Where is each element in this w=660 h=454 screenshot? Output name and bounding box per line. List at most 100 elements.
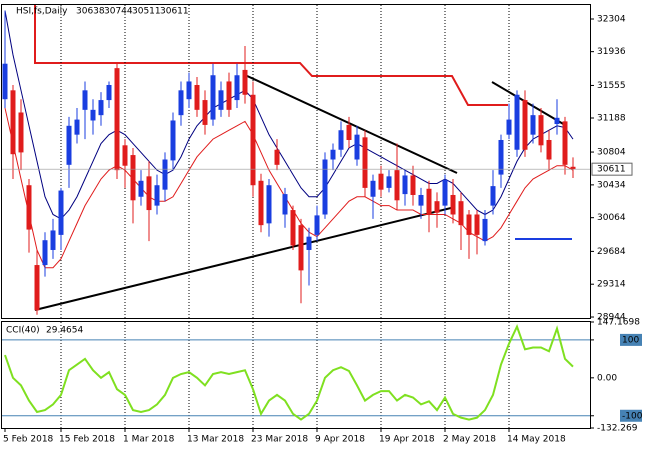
candle-body	[314, 215, 320, 235]
candle-body	[58, 190, 64, 235]
current-price-box	[591, 162, 633, 176]
candle-body	[530, 115, 536, 135]
candle-body	[442, 179, 448, 206]
x-tick-label: 2 May 2018	[443, 435, 496, 445]
candle-body	[34, 265, 40, 311]
candle-body	[434, 201, 440, 213]
price-panel-frame	[1, 4, 591, 319]
candle-body	[458, 201, 464, 226]
x-tick-label: 13 Mar 2018	[187, 435, 244, 445]
ohlc-open: 30638	[76, 7, 105, 17]
moving-average	[4, 10, 574, 220]
candle-body	[114, 68, 120, 171]
y-tick-label: 100	[622, 335, 639, 345]
y-tick-label: -132.269	[597, 424, 638, 434]
candle-body	[154, 185, 160, 206]
x-tick-label: 15 Feb 2018	[59, 435, 115, 445]
candle-body	[522, 100, 528, 150]
trendline	[491, 81, 566, 126]
y-tick-label: 0.00	[597, 373, 617, 383]
ohlc-close: 30611	[160, 7, 189, 17]
candle-body	[466, 214, 472, 235]
candle-body	[418, 194, 424, 206]
candle-body	[250, 94, 256, 186]
y-tick-label: 31936	[597, 47, 626, 57]
candle-body	[346, 124, 352, 140]
trendline	[244, 74, 458, 174]
candle-body	[226, 81, 232, 110]
candle-body	[546, 139, 552, 160]
candle-body	[338, 130, 344, 150]
ohlc-low: 30511	[132, 7, 161, 17]
candle-body	[26, 185, 32, 230]
candle-body	[50, 230, 56, 250]
candle-body	[410, 175, 416, 195]
candle-body	[570, 166, 576, 170]
candle-body	[354, 134, 360, 160]
candle-body	[98, 100, 104, 116]
candle-body	[106, 85, 112, 101]
resistance-line	[34, 5, 508, 106]
candle-body	[138, 180, 144, 197]
y-tick-label: 29314	[597, 280, 626, 290]
y-tick-label: 30804	[597, 148, 626, 158]
trendline	[34, 206, 456, 311]
candle-body	[554, 117, 560, 125]
candle-body	[450, 194, 456, 215]
candle-body	[538, 115, 544, 146]
candle-body	[498, 139, 504, 175]
candle-body	[386, 176, 392, 188]
y-tick-label: 31555	[597, 81, 626, 91]
candle-body	[10, 90, 16, 155]
candle-body	[42, 240, 48, 266]
candle-body	[194, 85, 200, 110]
candle-body	[242, 69, 248, 95]
candle-body	[362, 137, 368, 188]
candle-body	[218, 90, 224, 110]
ohlc-high: 30744	[104, 7, 133, 17]
y-tick-label: 31188	[597, 113, 626, 123]
candle-body	[370, 180, 376, 197]
candle-body	[562, 121, 568, 165]
candle-body	[394, 170, 400, 201]
x-tick-label: 14 May 2018	[507, 435, 566, 445]
level-label-box	[620, 409, 642, 422]
candle-body	[306, 236, 312, 250]
candle-body	[2, 63, 8, 100]
candle-body	[66, 125, 72, 165]
candle-body	[130, 155, 136, 201]
candle-body	[122, 145, 128, 166]
candle-body	[178, 90, 184, 116]
x-tick-label: 1 Mar 2018	[123, 435, 175, 445]
candle-body	[82, 90, 88, 110]
x-tick-label: 23 Mar 2018	[251, 435, 308, 445]
current-price-label: 30611	[597, 165, 626, 175]
candle-body	[322, 159, 328, 215]
cci-line	[4, 323, 574, 421]
candle-body	[474, 214, 480, 235]
candle-body	[274, 149, 280, 165]
x-tick-label: 5 Feb 2018	[3, 435, 54, 445]
candle-body	[290, 210, 296, 246]
moving-average	[4, 107, 574, 269]
candle-body	[514, 94, 520, 150]
y-tick-label: 147.1698	[597, 318, 640, 328]
candle-body	[506, 119, 512, 135]
candle-body	[146, 176, 152, 211]
y-tick-label: 30434	[597, 180, 626, 190]
cci-title: CCI(40)	[6, 326, 40, 336]
candle-body	[186, 81, 192, 100]
y-tick-label: -100	[622, 411, 643, 421]
candle-body	[298, 225, 304, 271]
candle-body	[266, 185, 272, 224]
candle-body	[74, 119, 80, 135]
candle-body	[378, 173, 384, 190]
candle-body	[426, 188, 432, 215]
level-label-box	[620, 333, 642, 346]
candle-body	[258, 180, 264, 226]
cci-value: 29.4654	[46, 326, 83, 336]
candle-body	[18, 112, 24, 153]
candle-body	[234, 75, 240, 101]
candle-body	[170, 120, 176, 161]
